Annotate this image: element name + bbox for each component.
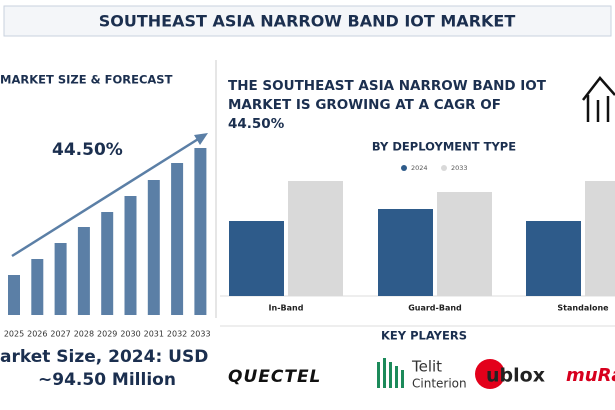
annotation: 44.50%: [52, 140, 123, 160]
x-tick-label: 2027: [50, 330, 70, 339]
bar: [378, 209, 433, 296]
headline: THE SOUTHEAST ASIA NARROW BAND IOT: [228, 78, 547, 94]
x-tick-label: 2026: [27, 330, 47, 339]
bar: [437, 192, 492, 296]
logo: Cinterion: [412, 377, 467, 391]
legend-label: 2033: [451, 164, 468, 172]
header-bar: [3, 5, 612, 37]
bar: [171, 163, 184, 315]
size-line: ~94.50 Million: [38, 370, 176, 390]
bar: [77, 227, 90, 315]
headline: 44.50%: [228, 116, 285, 132]
left-heading: MARKET SIZE & FORECAST: [0, 73, 173, 87]
bar: [124, 196, 137, 315]
bar: [194, 148, 207, 315]
x-tick-label: 2028: [74, 330, 94, 339]
size-line: arket Size, 2024: USD: [0, 347, 208, 367]
logo: Telit: [411, 358, 442, 376]
arrow-head: [194, 133, 208, 145]
logo: muRata: [566, 365, 615, 386]
bar: [31, 259, 44, 315]
house-icon: [582, 76, 615, 122]
bar: [585, 181, 615, 296]
x-tick-label: 2031: [144, 330, 164, 339]
x-tick-label: Standalone: [557, 304, 609, 313]
bar: [101, 212, 114, 315]
header-title: SOUTHEAST ASIA NARROW BAND IOT MARKET: [99, 12, 516, 31]
ublox-icon: [475, 359, 505, 389]
x-tick-label: Guard-Band: [408, 304, 462, 313]
headline: MARKET IS GROWING AT A CAGR OF: [228, 97, 501, 113]
bar: [8, 275, 20, 315]
legend-label: 2024: [411, 164, 428, 172]
bar: [54, 243, 67, 315]
bar: [229, 221, 284, 296]
bar: [147, 180, 160, 315]
x-tick-label: 2032: [167, 330, 187, 339]
x-tick-label: 2030: [120, 330, 140, 339]
legend-swatch: [441, 165, 447, 171]
x-tick-label: 2025: [4, 330, 24, 339]
telit-icon: [377, 358, 404, 388]
logo: QUECTEL: [228, 367, 321, 387]
bar: [526, 221, 581, 296]
key-players-title: KEY PLAYERS: [381, 329, 467, 343]
legend-swatch: [401, 165, 407, 171]
x-tick-label: 2033: [190, 330, 210, 339]
chart-title: BY DEPLOYMENT TYPE: [372, 140, 516, 154]
bar: [288, 181, 343, 296]
logo: ublox: [486, 365, 545, 387]
x-tick-label: 2029: [97, 330, 117, 339]
trend-arrow: [11, 134, 204, 258]
x-tick-label: In-Band: [269, 304, 304, 313]
